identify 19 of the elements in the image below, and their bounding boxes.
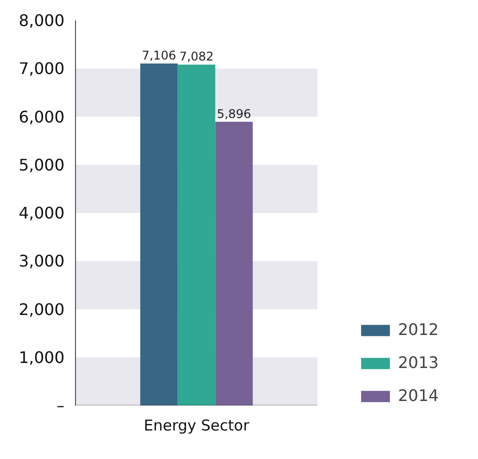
y-tick-label: 2,000 — [18, 300, 65, 319]
y-tick-label: 7,000 — [18, 59, 65, 78]
legend-label: 2012 — [398, 320, 439, 339]
y-tick-label: 8,000 — [18, 11, 65, 30]
y-tick-label: 6,000 — [18, 107, 65, 126]
text: 7,106 — [142, 48, 176, 63]
y-tick-label: 4,000 — [18, 204, 65, 222]
legend-label: 2014 — [398, 386, 439, 405]
text: 7,082 — [179, 50, 214, 64]
bar — [178, 64, 216, 406]
y-tick-label: – — [56, 396, 64, 415]
text: 5,896 — [216, 106, 252, 121]
y-tick-label: 5,000 — [18, 155, 65, 174]
legend-label: 2013 — [398, 353, 439, 372]
bar — [215, 122, 253, 406]
bar — [140, 64, 178, 406]
y-tick-label: 1,000 — [18, 348, 65, 367]
x-tick-label: Energy Sector — [144, 416, 250, 434]
y-tick-label: 3,000 — [18, 252, 65, 271]
